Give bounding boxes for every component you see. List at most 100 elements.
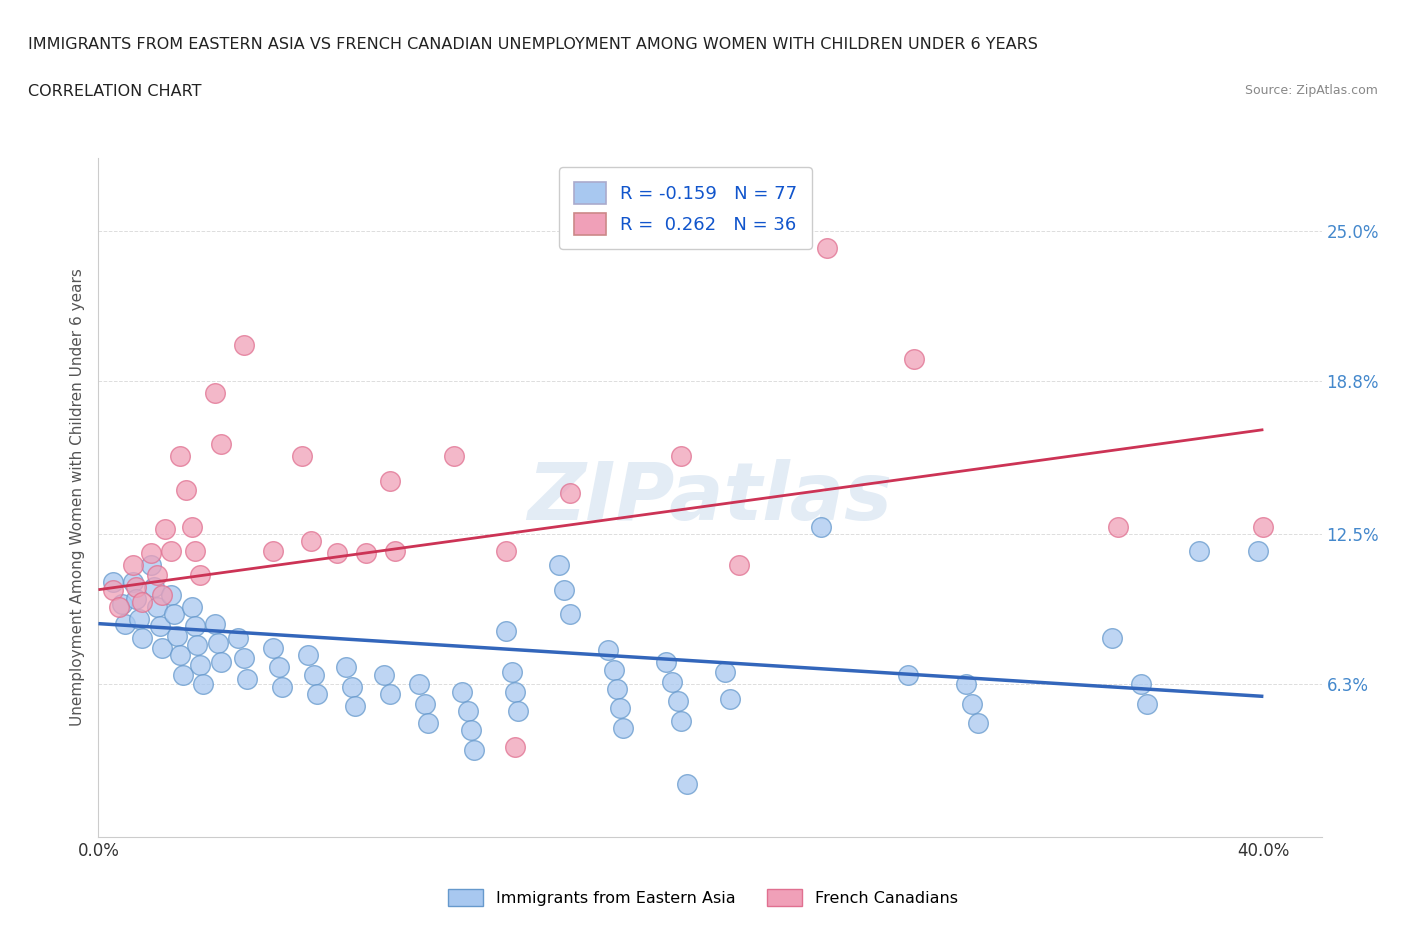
Point: [233, 338, 256, 352]
Point: [193, 677, 215, 692]
Legend: Immigrants from Eastern Asia, French Canadians: Immigrants from Eastern Asia, French Can…: [441, 883, 965, 912]
Point: [180, 519, 202, 534]
Point: [609, 701, 631, 716]
Point: [305, 686, 328, 701]
Point: [378, 473, 401, 488]
Text: Source: ZipAtlas.com: Source: ZipAtlas.com: [1244, 84, 1378, 97]
Point: [416, 715, 439, 730]
Point: [675, 777, 697, 791]
Point: [299, 534, 322, 549]
Point: [669, 713, 692, 728]
Point: [603, 662, 626, 677]
Point: [373, 667, 395, 682]
Point: [661, 674, 683, 689]
Point: [1101, 631, 1123, 645]
Point: [340, 679, 363, 694]
Point: [233, 650, 256, 665]
Point: [378, 686, 401, 701]
Point: [495, 543, 517, 558]
Point: [149, 618, 172, 633]
Point: [897, 667, 920, 682]
Point: [145, 567, 167, 582]
Point: [125, 579, 148, 594]
Point: [302, 667, 325, 682]
Point: [495, 623, 517, 638]
Point: [267, 660, 290, 675]
Point: [209, 655, 232, 670]
Point: [463, 742, 485, 757]
Point: [612, 721, 634, 736]
Point: [188, 567, 212, 582]
Text: CORRELATION CHART: CORRELATION CHART: [28, 84, 201, 99]
Point: [503, 740, 526, 755]
Point: [1107, 519, 1129, 534]
Point: [356, 546, 378, 561]
Point: [967, 715, 990, 730]
Point: [125, 592, 148, 607]
Point: [145, 599, 167, 614]
Point: [122, 558, 145, 573]
Point: [174, 483, 197, 498]
Point: [186, 638, 208, 653]
Point: [131, 631, 153, 645]
Point: [720, 691, 742, 706]
Point: [262, 641, 284, 656]
Point: [166, 629, 188, 644]
Text: ZIPatlas: ZIPatlas: [527, 458, 893, 537]
Point: [460, 723, 482, 737]
Point: [560, 606, 582, 621]
Point: [343, 698, 366, 713]
Point: [501, 665, 523, 680]
Point: [180, 599, 202, 614]
Point: [152, 587, 174, 602]
Point: [666, 694, 689, 709]
Point: [335, 660, 357, 675]
Point: [209, 437, 232, 452]
Point: [1130, 677, 1153, 692]
Point: [297, 647, 319, 662]
Point: [713, 665, 735, 680]
Point: [169, 449, 191, 464]
Point: [114, 617, 136, 631]
Point: [152, 641, 174, 656]
Point: [183, 618, 205, 633]
Point: [503, 684, 526, 699]
Point: [655, 655, 678, 670]
Point: [111, 597, 134, 612]
Point: [183, 543, 205, 558]
Point: [207, 635, 229, 650]
Point: [163, 606, 186, 621]
Point: [1136, 697, 1159, 711]
Point: [270, 679, 294, 694]
Point: [1253, 519, 1275, 534]
Point: [172, 667, 194, 682]
Point: [139, 546, 162, 561]
Point: [326, 546, 349, 561]
Point: [560, 485, 582, 500]
Point: [226, 631, 249, 645]
Point: [291, 449, 314, 464]
Point: [553, 582, 575, 597]
Point: [669, 449, 692, 464]
Point: [506, 703, 529, 718]
Point: [547, 558, 569, 573]
Point: [160, 587, 183, 602]
Point: [1188, 543, 1211, 558]
Point: [204, 386, 226, 401]
Point: [262, 543, 284, 558]
Point: [596, 643, 619, 658]
Point: [960, 697, 983, 711]
Point: [810, 519, 832, 534]
Point: [606, 682, 628, 697]
Point: [131, 594, 153, 609]
Point: [443, 449, 465, 464]
Point: [188, 658, 212, 672]
Point: [457, 703, 479, 718]
Point: [142, 579, 165, 594]
Point: [160, 543, 183, 558]
Point: [122, 575, 145, 590]
Point: [384, 543, 406, 558]
Point: [903, 352, 925, 366]
Point: [408, 677, 430, 692]
Point: [413, 697, 436, 711]
